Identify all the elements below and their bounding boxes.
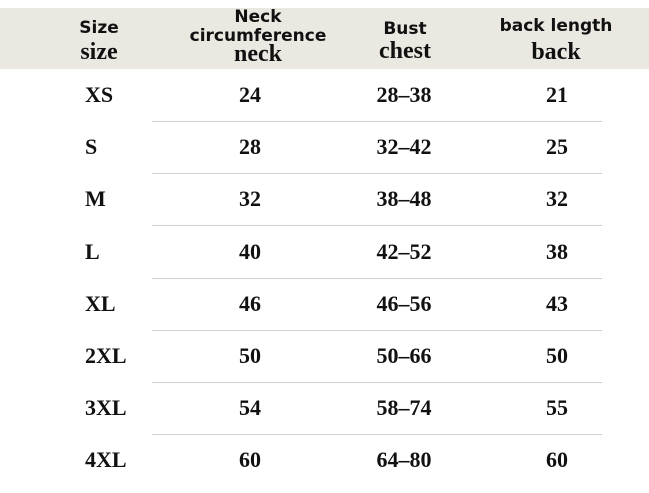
value-cell: 50–66 <box>376 343 432 368</box>
row-separator <box>152 434 602 435</box>
header-sublabel: size <box>80 39 118 65</box>
size-cell: 3XL <box>85 395 127 421</box>
value-cell: 55 <box>546 395 568 421</box>
row-separator <box>152 173 602 174</box>
value-cell: 60 <box>546 447 568 473</box>
value-cell: 46 <box>239 290 261 316</box>
value-cell: 50 <box>239 343 261 368</box>
header-label: back length <box>499 16 613 36</box>
value-cell: 25 <box>546 134 568 160</box>
size-cell: 4XL <box>85 447 127 473</box>
row-separator <box>152 382 602 383</box>
value-cell: 64–80 <box>376 447 432 473</box>
size-cell: M <box>85 186 106 212</box>
value-cell: 24 <box>239 82 261 107</box>
value-cell: 60 <box>239 447 261 473</box>
size-cell: XS <box>85 82 114 107</box>
header-label: Neck circumference <box>189 7 327 46</box>
value-cell: 50 <box>546 343 568 368</box>
size-cell: L <box>85 238 100 264</box>
value-cell: 43 <box>546 290 568 316</box>
value-cell: 46–56 <box>376 290 432 316</box>
header-band <box>0 8 649 69</box>
value-cell: 42–52 <box>376 238 432 264</box>
value-cell: 28–38 <box>376 82 432 107</box>
row-separator <box>152 121 602 122</box>
header-sublabel: back <box>531 39 581 65</box>
value-cell: 32–42 <box>376 134 432 160</box>
header-label: Bust <box>383 19 427 39</box>
value-cell: 40 <box>239 238 261 264</box>
value-cell: 54 <box>239 395 261 421</box>
row-separator <box>152 278 602 279</box>
value-cell: 28 <box>239 134 261 160</box>
row-separator <box>152 330 602 331</box>
value-cell: 21 <box>546 82 568 107</box>
size-cell: XL <box>85 290 116 316</box>
value-cell: 38 <box>546 238 568 264</box>
size-cell: S <box>85 134 98 160</box>
value-cell: 38–48 <box>376 186 432 212</box>
value-cell: 32 <box>546 186 568 212</box>
header-label: Size <box>79 18 119 38</box>
value-cell: 32 <box>239 186 261 212</box>
value-cell: 58–74 <box>376 395 432 421</box>
row-separator <box>152 225 602 226</box>
header-sublabel: neck <box>234 41 282 67</box>
header-sublabel: chest <box>379 38 431 64</box>
size-cell: 2XL <box>85 343 127 368</box>
